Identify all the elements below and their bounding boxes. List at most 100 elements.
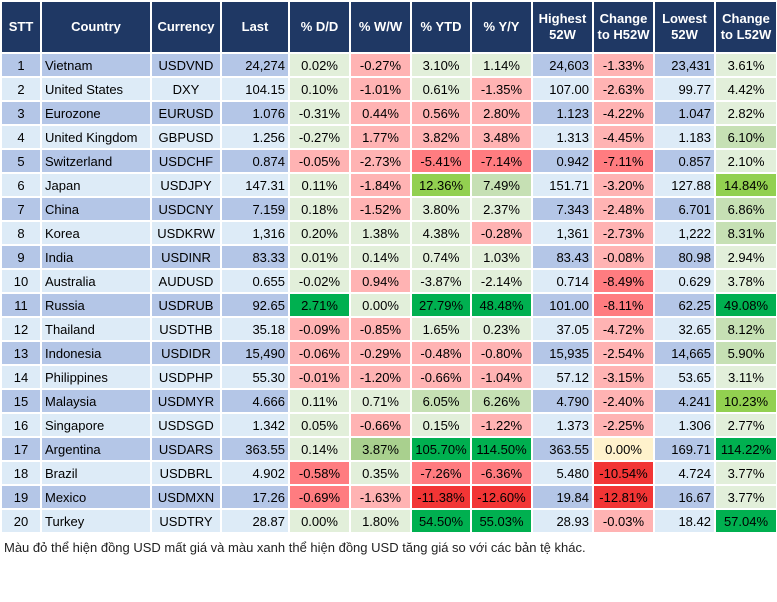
cell-ch: -2.54% [592, 340, 655, 366]
cell-yy: -7.14% [470, 148, 533, 174]
cell-currency: EURUSD [150, 100, 222, 126]
cell-dd: 0.01% [288, 244, 351, 270]
cell-ww: 1.38% [349, 220, 412, 246]
footnote: Màu đỏ thể hiện đồng USD mất giá và màu … [4, 540, 586, 555]
cell-currency: USDPHP [150, 364, 222, 390]
cell-last: 1.076 [220, 100, 290, 126]
header-ch: Change to H52W [592, 0, 655, 54]
table-row: 18 Brazil USDBRL 4.902 -0.58% 0.35% -7.26% -6.3… [0, 460, 777, 486]
cell-last: 55.30 [220, 364, 290, 390]
cell-yy: 1.14% [470, 52, 533, 78]
cell-yy: -2.14% [470, 268, 533, 294]
cell-yy: 3.48% [470, 124, 533, 150]
cell-ytd: 54.50% [410, 508, 472, 534]
cell-stt: 13 [0, 340, 42, 366]
cell-currency: USDARS [150, 436, 222, 462]
cell-high: 363.55 [531, 436, 594, 462]
cell-dd: -0.69% [288, 484, 351, 510]
cell-high: 7.343 [531, 196, 594, 222]
cell-cl: 2.10% [714, 148, 777, 174]
cell-ch: -3.20% [592, 172, 655, 198]
cell-currency: USDIDR [150, 340, 222, 366]
cell-cl: 2.77% [714, 412, 777, 438]
cell-cl: 57.04% [714, 508, 777, 534]
cell-stt: 19 [0, 484, 42, 510]
cell-last: 4.902 [220, 460, 290, 486]
cell-last: 0.655 [220, 268, 290, 294]
cell-yy: 7.49% [470, 172, 533, 198]
cell-last: 363.55 [220, 436, 290, 462]
cell-country: United Kingdom [40, 124, 152, 150]
cell-ch: -0.08% [592, 244, 655, 270]
cell-yy: 1.03% [470, 244, 533, 270]
cell-cl: 2.82% [714, 100, 777, 126]
cell-ww: -0.85% [349, 316, 412, 342]
cell-country: United States [40, 76, 152, 102]
cell-cl: 3.77% [714, 460, 777, 486]
cell-country: Argentina [40, 436, 152, 462]
cell-high: 151.71 [531, 172, 594, 198]
header-country: Country [40, 0, 152, 54]
cell-yy: 2.80% [470, 100, 533, 126]
fx-table: STT Country Currency Last% D/D% W/W% YTD% Y… [0, 0, 777, 534]
cell-high: 4.790 [531, 388, 594, 414]
cell-last: 35.18 [220, 316, 290, 342]
cell-high: 28.93 [531, 508, 594, 534]
cell-ytd: -3.87% [410, 268, 472, 294]
cell-last: 1.342 [220, 412, 290, 438]
cell-dd: 0.05% [288, 412, 351, 438]
cell-low: 169.71 [653, 436, 716, 462]
cell-country: Australia [40, 268, 152, 294]
cell-stt: 4 [0, 124, 42, 150]
cell-country: Brazil [40, 460, 152, 486]
cell-stt: 3 [0, 100, 42, 126]
cell-yy: -0.28% [470, 220, 533, 246]
cell-last: 92.65 [220, 292, 290, 318]
cell-low: 99.77 [653, 76, 716, 102]
cell-last: 147.31 [220, 172, 290, 198]
cell-country: Japan [40, 172, 152, 198]
cell-currency: DXY [150, 76, 222, 102]
header-currency: Currency [150, 0, 222, 54]
cell-low: 1,222 [653, 220, 716, 246]
cell-country: Philippines [40, 364, 152, 390]
table-row: 7 China USDCNY 7.159 0.18% -1.52% 3.80% 2.37% 7.… [0, 196, 777, 222]
cell-ww: -0.29% [349, 340, 412, 366]
cell-yy: -12.60% [470, 484, 533, 510]
cell-currency: USDRUB [150, 292, 222, 318]
cell-ww: 0.94% [349, 268, 412, 294]
cell-yy: 6.26% [470, 388, 533, 414]
cell-high: 1.123 [531, 100, 594, 126]
cell-yy: 48.48% [470, 292, 533, 318]
cell-ww: -2.73% [349, 148, 412, 174]
cell-stt: 14 [0, 364, 42, 390]
cell-cl: 6.86% [714, 196, 777, 222]
cell-high: 0.942 [531, 148, 594, 174]
cell-country: Singapore [40, 412, 152, 438]
cell-stt: 17 [0, 436, 42, 462]
cell-ch: -12.81% [592, 484, 655, 510]
cell-cl: 4.42% [714, 76, 777, 102]
cell-dd: 0.14% [288, 436, 351, 462]
header-dd: % D/D [288, 0, 351, 54]
table-row: 9 India USDINR 83.33 0.01% 0.14% 0.74% 1.03% 83.… [0, 244, 777, 270]
cell-ch: -0.03% [592, 508, 655, 534]
table-row: 15 Malaysia USDMYR 4.666 0.11% 0.71% 6.05% 6.26… [0, 388, 777, 414]
cell-ch: -2.25% [592, 412, 655, 438]
cell-currency: USDVND [150, 52, 222, 78]
cell-dd: -0.02% [288, 268, 351, 294]
cell-currency: USDKRW [150, 220, 222, 246]
cell-yy: 2.37% [470, 196, 533, 222]
cell-dd: -0.05% [288, 148, 351, 174]
cell-country: Malaysia [40, 388, 152, 414]
cell-ytd: -5.41% [410, 148, 472, 174]
cell-stt: 20 [0, 508, 42, 534]
cell-country: Korea [40, 220, 152, 246]
cell-high: 19.84 [531, 484, 594, 510]
cell-stt: 15 [0, 388, 42, 414]
header-high: Highest 52W [531, 0, 594, 54]
cell-country: Switzerland [40, 148, 152, 174]
cell-stt: 7 [0, 196, 42, 222]
cell-cl: 10.23% [714, 388, 777, 414]
cell-last: 7.159 [220, 196, 290, 222]
